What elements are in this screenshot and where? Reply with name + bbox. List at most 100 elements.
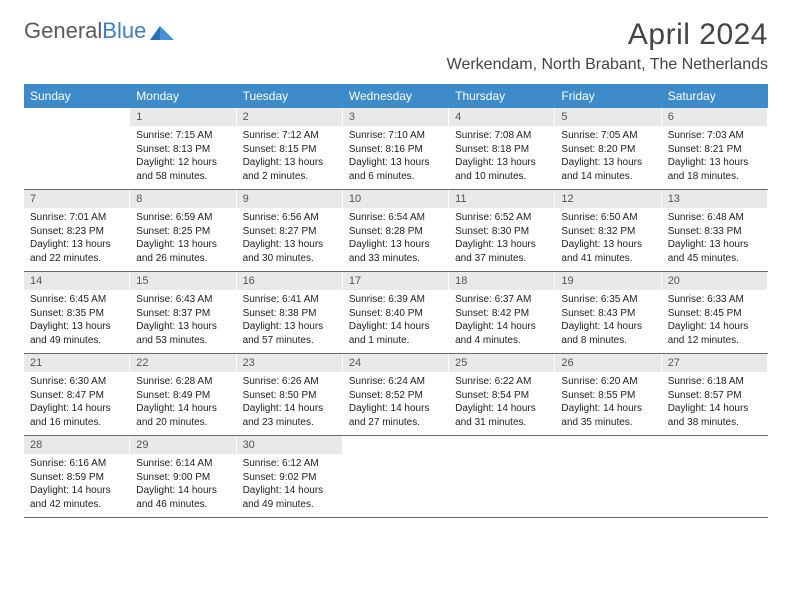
day-info-line: Daylight: 13 hours and 37 minutes. xyxy=(455,238,548,265)
calendar-day: 26Sunrise: 6:20 AMSunset: 8:55 PMDayligh… xyxy=(555,354,661,435)
day-info-line: Sunset: 9:02 PM xyxy=(243,471,336,485)
calendar-day: 1Sunrise: 7:15 AMSunset: 8:13 PMDaylight… xyxy=(130,108,236,189)
day-number: 8 xyxy=(130,190,235,208)
day-header: Sunday xyxy=(24,84,130,108)
day-info-line: Sunrise: 6:26 AM xyxy=(243,375,336,389)
day-info-line: Sunset: 8:20 PM xyxy=(561,143,654,157)
day-number: 20 xyxy=(662,272,767,290)
day-number: 9 xyxy=(237,190,342,208)
day-info-line: Sunrise: 7:01 AM xyxy=(30,211,123,225)
day-number xyxy=(449,436,554,454)
day-info-line: Daylight: 14 hours and 38 minutes. xyxy=(668,402,761,429)
calendar-day: 4Sunrise: 7:08 AMSunset: 8:18 PMDaylight… xyxy=(449,108,555,189)
calendar-day xyxy=(662,436,768,517)
day-info-line: Sunrise: 7:08 AM xyxy=(455,129,548,143)
calendar-day xyxy=(555,436,661,517)
day-content: Sunrise: 6:18 AMSunset: 8:57 PMDaylight:… xyxy=(662,372,767,435)
calendar-day: 27Sunrise: 6:18 AMSunset: 8:57 PMDayligh… xyxy=(662,354,768,435)
day-content: Sunrise: 7:01 AMSunset: 8:23 PMDaylight:… xyxy=(24,208,129,271)
day-info-line: Daylight: 14 hours and 23 minutes. xyxy=(243,402,336,429)
day-header: Thursday xyxy=(449,84,555,108)
day-number: 7 xyxy=(24,190,129,208)
day-number: 17 xyxy=(343,272,448,290)
day-info-line: Sunset: 8:15 PM xyxy=(243,143,336,157)
day-number: 12 xyxy=(555,190,660,208)
day-info-line: Sunrise: 6:52 AM xyxy=(455,211,548,225)
day-number: 11 xyxy=(449,190,554,208)
day-content xyxy=(449,454,554,463)
day-info-line: Sunset: 8:21 PM xyxy=(668,143,761,157)
day-info-line: Sunset: 8:18 PM xyxy=(455,143,548,157)
day-content: Sunrise: 7:12 AMSunset: 8:15 PMDaylight:… xyxy=(237,126,342,189)
calendar-day: 20Sunrise: 6:33 AMSunset: 8:45 PMDayligh… xyxy=(662,272,768,353)
day-info-line: Sunrise: 6:50 AM xyxy=(561,211,654,225)
day-info-line: Sunset: 8:37 PM xyxy=(136,307,229,321)
day-content: Sunrise: 7:08 AMSunset: 8:18 PMDaylight:… xyxy=(449,126,554,189)
day-content: Sunrise: 6:30 AMSunset: 8:47 PMDaylight:… xyxy=(24,372,129,435)
day-info-line: Daylight: 13 hours and 49 minutes. xyxy=(30,320,123,347)
calendar-day: 15Sunrise: 6:43 AMSunset: 8:37 PMDayligh… xyxy=(130,272,236,353)
day-content: Sunrise: 6:43 AMSunset: 8:37 PMDaylight:… xyxy=(130,290,235,353)
day-info-line: Sunset: 8:35 PM xyxy=(30,307,123,321)
calendar-day: 28Sunrise: 6:16 AMSunset: 8:59 PMDayligh… xyxy=(24,436,130,517)
day-info-line: Sunrise: 6:12 AM xyxy=(243,457,336,471)
day-info-line: Sunset: 8:47 PM xyxy=(30,389,123,403)
calendar-day: 21Sunrise: 6:30 AMSunset: 8:47 PMDayligh… xyxy=(24,354,130,435)
day-info-line: Sunset: 8:42 PM xyxy=(455,307,548,321)
day-number: 1 xyxy=(130,108,235,126)
day-info-line: Sunset: 8:30 PM xyxy=(455,225,548,239)
calendar-day: 24Sunrise: 6:24 AMSunset: 8:52 PMDayligh… xyxy=(343,354,449,435)
day-content: Sunrise: 7:15 AMSunset: 8:13 PMDaylight:… xyxy=(130,126,235,189)
day-info-line: Daylight: 13 hours and 45 minutes. xyxy=(668,238,761,265)
day-info-line: Daylight: 14 hours and 35 minutes. xyxy=(561,402,654,429)
day-info-line: Daylight: 14 hours and 16 minutes. xyxy=(30,402,123,429)
day-info-line: Sunset: 8:50 PM xyxy=(243,389,336,403)
day-info-line: Sunset: 8:57 PM xyxy=(668,389,761,403)
day-number: 29 xyxy=(130,436,235,454)
day-number: 26 xyxy=(555,354,660,372)
day-number: 4 xyxy=(449,108,554,126)
day-content: Sunrise: 6:56 AMSunset: 8:27 PMDaylight:… xyxy=(237,208,342,271)
day-info-line: Sunset: 8:25 PM xyxy=(136,225,229,239)
day-content: Sunrise: 7:05 AMSunset: 8:20 PMDaylight:… xyxy=(555,126,660,189)
calendar-day: 19Sunrise: 6:35 AMSunset: 8:43 PMDayligh… xyxy=(555,272,661,353)
day-number: 10 xyxy=(343,190,448,208)
day-content: Sunrise: 6:52 AMSunset: 8:30 PMDaylight:… xyxy=(449,208,554,271)
calendar-day: 6Sunrise: 7:03 AMSunset: 8:21 PMDaylight… xyxy=(662,108,768,189)
calendar-week: 1Sunrise: 7:15 AMSunset: 8:13 PMDaylight… xyxy=(24,108,768,190)
day-info-line: Sunset: 9:00 PM xyxy=(136,471,229,485)
day-content: Sunrise: 6:12 AMSunset: 9:02 PMDaylight:… xyxy=(237,454,342,517)
day-info-line: Sunrise: 6:43 AM xyxy=(136,293,229,307)
day-info-line: Sunrise: 6:16 AM xyxy=(30,457,123,471)
day-content xyxy=(343,454,448,463)
day-info-line: Sunrise: 6:28 AM xyxy=(136,375,229,389)
day-number: 30 xyxy=(237,436,342,454)
day-number: 13 xyxy=(662,190,767,208)
calendar-day: 13Sunrise: 6:48 AMSunset: 8:33 PMDayligh… xyxy=(662,190,768,271)
day-info-line: Daylight: 13 hours and 6 minutes. xyxy=(349,156,442,183)
calendar-day: 7Sunrise: 7:01 AMSunset: 8:23 PMDaylight… xyxy=(24,190,130,271)
day-content: Sunrise: 6:50 AMSunset: 8:32 PMDaylight:… xyxy=(555,208,660,271)
calendar-day: 25Sunrise: 6:22 AMSunset: 8:54 PMDayligh… xyxy=(449,354,555,435)
day-info-line: Daylight: 13 hours and 22 minutes. xyxy=(30,238,123,265)
day-info-line: Daylight: 13 hours and 2 minutes. xyxy=(243,156,336,183)
day-info-line: Sunrise: 7:15 AM xyxy=(136,129,229,143)
day-info-line: Sunrise: 6:45 AM xyxy=(30,293,123,307)
day-info-line: Sunset: 8:55 PM xyxy=(561,389,654,403)
day-info-line: Daylight: 13 hours and 18 minutes. xyxy=(668,156,761,183)
day-content: Sunrise: 6:28 AMSunset: 8:49 PMDaylight:… xyxy=(130,372,235,435)
day-content: Sunrise: 6:26 AMSunset: 8:50 PMDaylight:… xyxy=(237,372,342,435)
day-number: 24 xyxy=(343,354,448,372)
day-info-line: Sunrise: 6:22 AM xyxy=(455,375,548,389)
day-info-line: Sunrise: 6:48 AM xyxy=(668,211,761,225)
day-info-line: Daylight: 14 hours and 20 minutes. xyxy=(136,402,229,429)
day-number: 18 xyxy=(449,272,554,290)
day-info-line: Daylight: 14 hours and 1 minute. xyxy=(349,320,442,347)
day-info-line: Daylight: 14 hours and 8 minutes. xyxy=(561,320,654,347)
day-info-line: Sunrise: 6:14 AM xyxy=(136,457,229,471)
day-content: Sunrise: 6:20 AMSunset: 8:55 PMDaylight:… xyxy=(555,372,660,435)
day-number: 25 xyxy=(449,354,554,372)
brand-part1: General xyxy=(24,18,102,44)
day-info-line: Daylight: 13 hours and 14 minutes. xyxy=(561,156,654,183)
calendar-week: 21Sunrise: 6:30 AMSunset: 8:47 PMDayligh… xyxy=(24,354,768,436)
